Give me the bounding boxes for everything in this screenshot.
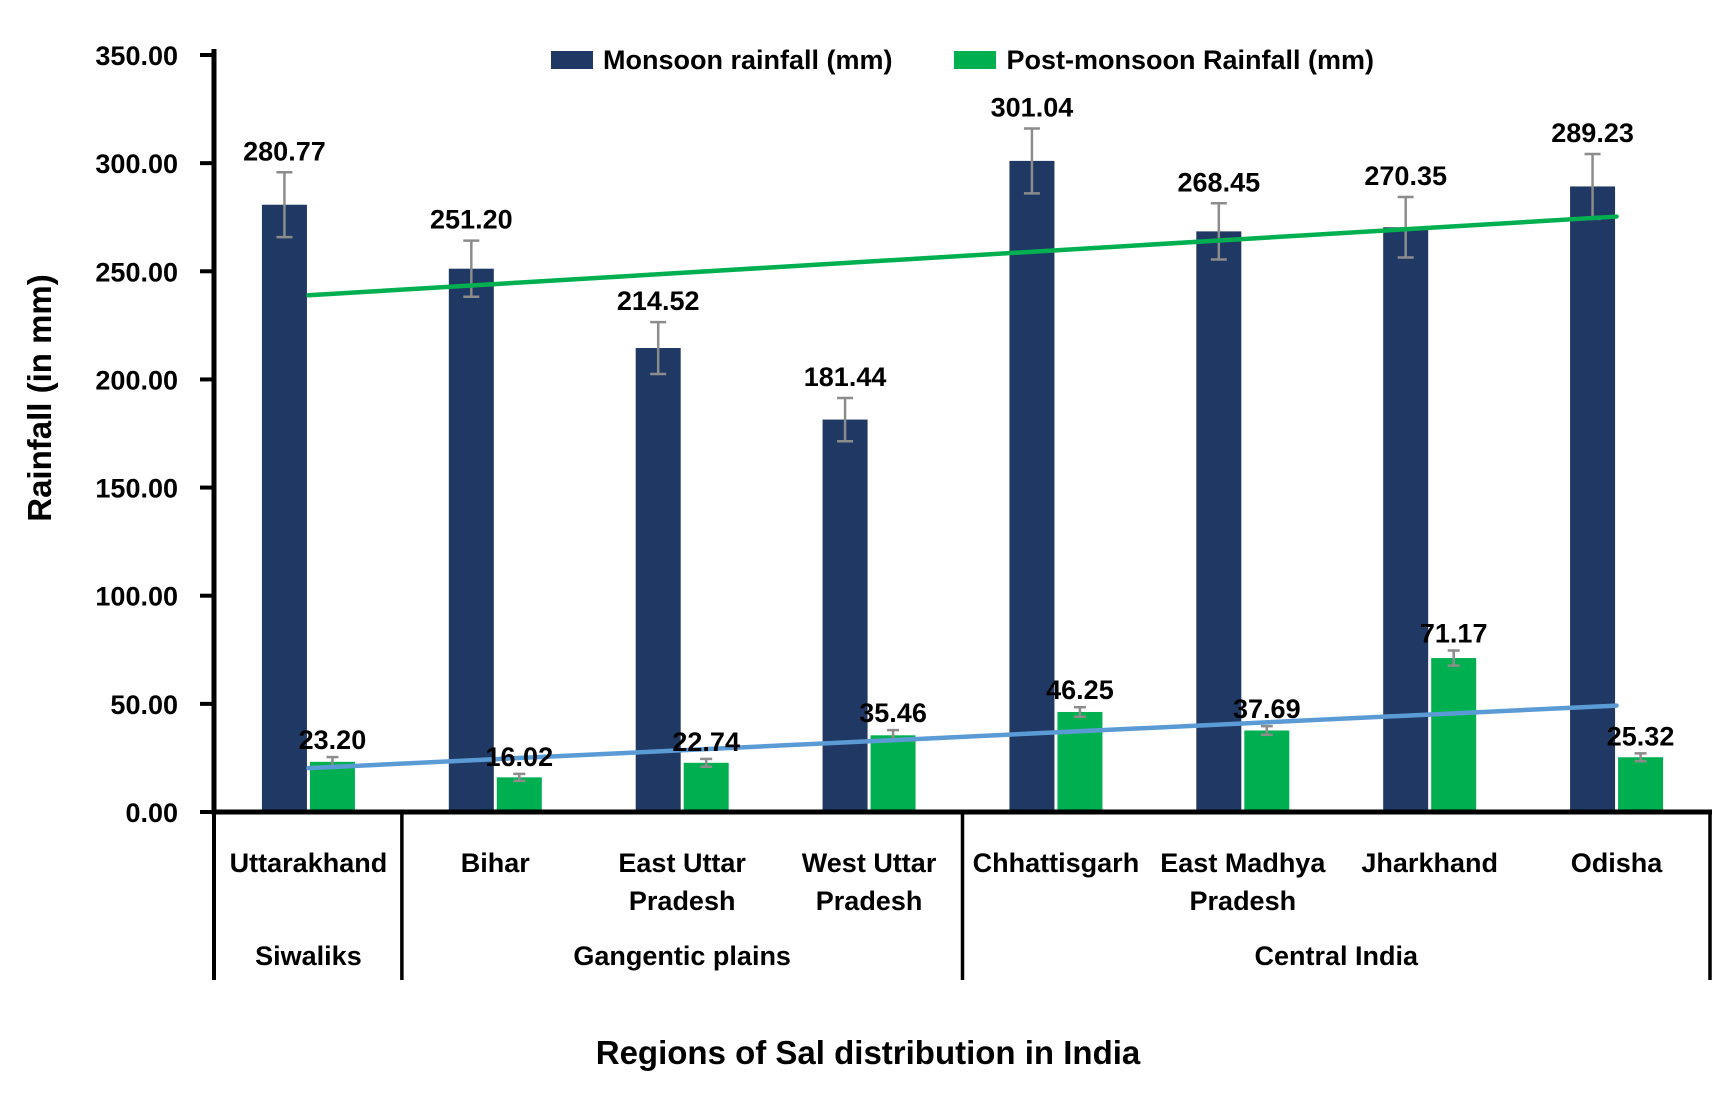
post-monsoon-legend-label: Post-monsoon Rainfall (mm)	[1006, 44, 1374, 75]
value-label-post-monsoon-rainfall-mm-east-madhya-pradesh: 37.69	[1233, 694, 1301, 724]
bar-monsoon-rainfall-mm-jharkhand	[1383, 227, 1429, 812]
value-label-post-monsoon-rainfall-mm-east-uttar-pradesh: 22.74	[672, 727, 740, 757]
group-label-siwaliks: Siwaliks	[255, 941, 362, 971]
y-tick-label-0: 0.00	[125, 798, 178, 828]
value-label-monsoon-rainfall-mm-east-uttar-pradesh: 214.52	[617, 286, 700, 316]
value-label-monsoon-rainfall-mm-bihar: 251.20	[430, 205, 513, 235]
value-label-post-monsoon-rainfall-mm-bihar: 16.02	[486, 742, 554, 772]
value-label-post-monsoon-rainfall-mm-jharkhand: 71.17	[1420, 618, 1488, 648]
bar-monsoon-rainfall-mm-chhattisgarh	[1009, 160, 1055, 812]
bar-post-monsoon-rainfall-mm-odisha	[1618, 757, 1664, 812]
category-label-east-madhya-pradesh: East Madhya	[1160, 848, 1326, 878]
value-label-monsoon-rainfall-mm-chhattisgarh: 301.04	[991, 92, 1074, 122]
monsoon-legend-label: Monsoon rainfall (mm)	[602, 44, 893, 75]
bar-post-monsoon-rainfall-mm-east-madhya-pradesh	[1244, 730, 1290, 812]
category-label-bihar: Bihar	[461, 848, 531, 878]
bar-post-monsoon-rainfall-mm-chhattisgarh	[1057, 711, 1103, 812]
category-label-uttarakhand: Uttarakhand	[230, 848, 388, 878]
bar-monsoon-rainfall-mm-odisha	[1570, 186, 1616, 812]
legend: Monsoon rainfall (mm) Post-monsoon Rainf…	[215, 42, 1710, 78]
value-label-post-monsoon-rainfall-mm-chhattisgarh: 46.25	[1046, 675, 1114, 705]
value-label-monsoon-rainfall-mm-east-madhya-pradesh: 268.45	[1178, 167, 1261, 197]
legend-item-post-monsoon: Post-monsoon Rainfall (mm)	[954, 45, 1374, 76]
bar-monsoon-rainfall-mm-east-uttar-pradesh	[635, 348, 681, 812]
bar-monsoon-rainfall-mm-west-uttar-pradesh	[822, 419, 868, 812]
category-label-odisha: Odisha	[1571, 848, 1664, 878]
y-tick-label-100: 100.00	[95, 582, 178, 612]
y-tick-label-350: 350.00	[95, 41, 178, 71]
bar-monsoon-rainfall-mm-uttarakhand	[261, 204, 307, 812]
category-label-east-madhya-pradesh-line2: Pradesh	[1190, 886, 1297, 916]
category-label-west-uttar-pradesh-line2: Pradesh	[816, 886, 923, 916]
post-monsoon-legend-swatch-icon	[954, 51, 997, 69]
y-tick-label-200: 200.00	[95, 365, 178, 395]
bar-post-monsoon-rainfall-mm-uttarakhand	[309, 761, 355, 812]
bar-post-monsoon-rainfall-mm-west-uttar-pradesh	[870, 735, 916, 812]
category-label-jharkhand: Jharkhand	[1361, 848, 1498, 878]
value-label-post-monsoon-rainfall-mm-west-uttar-pradesh: 35.46	[859, 698, 927, 728]
bar-monsoon-rainfall-mm-bihar	[448, 268, 494, 812]
legend-item-monsoon: Monsoon rainfall (mm)	[550, 44, 893, 76]
bar-post-monsoon-rainfall-mm-east-uttar-pradesh	[683, 762, 729, 812]
bar-monsoon-rainfall-mm-east-madhya-pradesh	[1196, 231, 1242, 813]
category-label-west-uttar-pradesh: West Uttar	[802, 848, 937, 878]
y-tick-label-300: 300.00	[95, 149, 178, 179]
value-label-monsoon-rainfall-mm-odisha: 289.23	[1551, 118, 1634, 148]
y-tick-label-150: 150.00	[95, 474, 178, 504]
bar-post-monsoon-rainfall-mm-jharkhand	[1431, 658, 1477, 812]
category-label-chhattisgarh: Chhattisgarh	[973, 848, 1140, 878]
value-label-post-monsoon-rainfall-mm-uttarakhand: 23.20	[299, 725, 367, 755]
category-label-east-uttar-pradesh-line2: Pradesh	[629, 886, 736, 916]
x-axis-title: Regions of Sal distribution in India	[595, 1034, 1141, 1071]
value-label-monsoon-rainfall-mm-uttarakhand: 280.77	[243, 136, 326, 166]
category-label-east-uttar-pradesh: East Uttar	[618, 848, 746, 878]
trendline-post-monsoon-rainfall-mm	[306, 703, 1619, 771]
group-label-central-india: Central India	[1254, 941, 1419, 971]
value-label-post-monsoon-rainfall-mm-odisha: 25.32	[1607, 721, 1675, 751]
y-tick-label-50: 50.00	[110, 690, 178, 720]
group-label-gangentic-plains: Gangentic plains	[573, 941, 791, 971]
y-tick-label-250: 250.00	[95, 257, 178, 287]
bar-post-monsoon-rainfall-mm-bihar	[496, 777, 542, 812]
monsoon-legend-swatch-icon	[550, 51, 593, 69]
trendline-monsoon-rainfall-mm	[306, 214, 1619, 298]
value-label-monsoon-rainfall-mm-jharkhand: 270.35	[1364, 161, 1447, 191]
value-label-monsoon-rainfall-mm-west-uttar-pradesh: 181.44	[804, 362, 887, 392]
